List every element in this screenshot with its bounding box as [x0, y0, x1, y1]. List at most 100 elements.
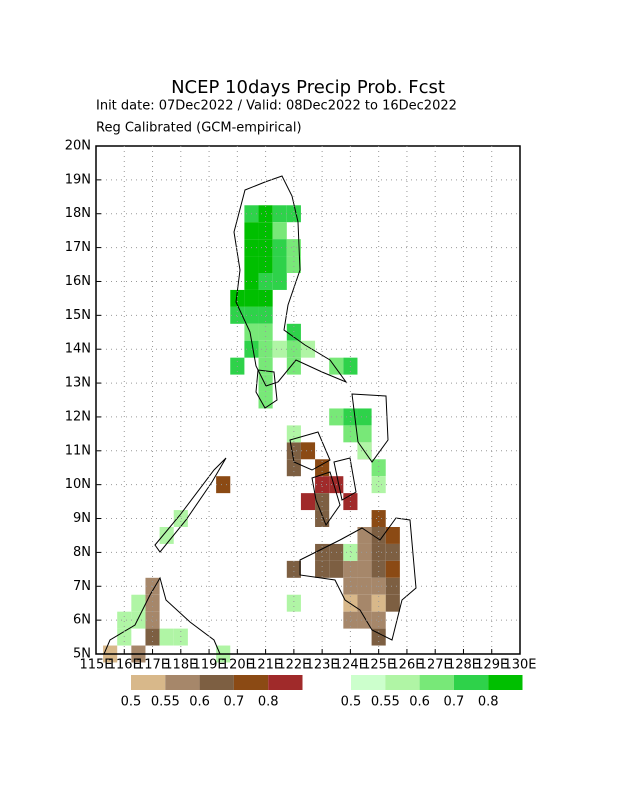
legend-swatch [268, 675, 303, 690]
y-tick-label: 12N [65, 409, 91, 424]
legend-label: 0.8 [478, 695, 499, 710]
grid-cell [329, 560, 344, 578]
y-tick-label: 20N [65, 139, 91, 154]
grid-cell [286, 425, 301, 443]
x-tick-label: 119E [193, 658, 226, 673]
grid-cell [258, 323, 273, 341]
grid-cell [230, 306, 245, 324]
legend-swatch [351, 675, 386, 690]
grid-cell [244, 222, 259, 240]
y-tick-label: 18N [65, 206, 91, 221]
grid-cell [145, 628, 160, 646]
grid-cell [272, 239, 287, 257]
y-tick-label: 16N [65, 274, 91, 289]
grid-cell [117, 628, 132, 646]
grid-cell [315, 476, 330, 494]
grid-cell [286, 239, 301, 257]
grid-cell [385, 577, 400, 595]
plot-frame [95, 145, 521, 655]
grid-cell [159, 527, 174, 544]
x-tick-label: 126E [390, 658, 423, 673]
grid-cell [343, 560, 358, 578]
grid-cell [272, 273, 287, 290]
legend-label: 0.6 [409, 695, 430, 710]
x-tick-label: 115E [79, 658, 112, 673]
legend-swatch [131, 675, 166, 690]
grid-cell [258, 306, 273, 324]
grid-cell [272, 256, 287, 273]
borneo [103, 576, 221, 655]
luzon [233, 175, 348, 387]
y-tick-label: 11N [65, 443, 91, 458]
grid-cell [286, 205, 301, 223]
palawan [154, 457, 227, 553]
grid-cell [258, 340, 273, 358]
grid-cell [300, 493, 316, 511]
legend-swatch [453, 675, 489, 690]
x-tick-label: 124E [334, 658, 367, 673]
x-tick-label: 127E [419, 658, 452, 673]
grid-cell [343, 425, 358, 443]
grid-cell [258, 222, 273, 240]
grid-cell [315, 543, 330, 561]
grid-cell [371, 560, 386, 578]
grid-cell [131, 594, 146, 612]
grid-cell [371, 543, 386, 561]
grid-cell [145, 611, 160, 629]
y-tick-label: 10N [65, 477, 91, 492]
grid-cell [258, 256, 273, 273]
grid-cell [272, 222, 287, 240]
x-tick-label: 120E [221, 658, 254, 673]
grid-cell [286, 442, 301, 460]
legend-swatch [385, 675, 420, 690]
x-tick-label: 123E [306, 658, 339, 673]
grid-cell [117, 611, 132, 629]
legend-label: 0.8 [258, 695, 279, 710]
legend-label: 0.55 [151, 695, 180, 710]
samar-leyte [351, 393, 389, 463]
y-tick-label: 8N [73, 545, 91, 560]
grid-cell [343, 611, 358, 629]
x-tick-label: 130E [503, 658, 536, 673]
legend-label: 0.7 [224, 695, 245, 710]
y-tick-label: 6N [73, 613, 91, 628]
grid-cell [173, 510, 188, 527]
grid-cell [315, 459, 330, 477]
grid-cell [286, 594, 301, 612]
x-tick-label: 129E [475, 658, 508, 673]
grid-cell [315, 560, 330, 578]
y-tick-label: 7N [73, 579, 91, 594]
grid-cell [371, 594, 386, 612]
grid-cell [371, 476, 386, 494]
grid-cell [258, 289, 273, 307]
grid-cell [315, 510, 330, 527]
legend-swatch [233, 675, 269, 690]
grid-cell [371, 527, 386, 544]
grid-cell [173, 628, 188, 646]
legend-swatch [199, 675, 234, 690]
y-tick-label: 9N [73, 511, 91, 526]
grid-cell [371, 628, 386, 646]
grid-cell [258, 374, 273, 392]
grid-cell [357, 577, 372, 595]
grid-cell [371, 510, 386, 527]
legend-label: 0.7 [444, 695, 465, 710]
x-tick-label: 125E [362, 658, 395, 673]
grid-cell [244, 256, 259, 273]
grid-cell [371, 459, 386, 477]
title: NCEP 10days Precip Prob. Fcst [171, 77, 445, 98]
grid-cell [258, 239, 273, 257]
x-tick-label: 122E [277, 658, 310, 673]
grid-cell [286, 256, 301, 273]
grid-cell [272, 340, 287, 358]
legend-label: 0.5 [341, 695, 362, 710]
grid-cell [258, 391, 273, 409]
x-tick-label: 116E [108, 658, 141, 673]
grid-cell [357, 560, 372, 578]
grid-cell [329, 357, 344, 375]
grid-cell [145, 594, 160, 612]
grid-cell [286, 340, 301, 358]
grid-cell [371, 611, 386, 629]
y-tick-label: 5N [73, 647, 91, 662]
grid-cell [286, 323, 301, 341]
